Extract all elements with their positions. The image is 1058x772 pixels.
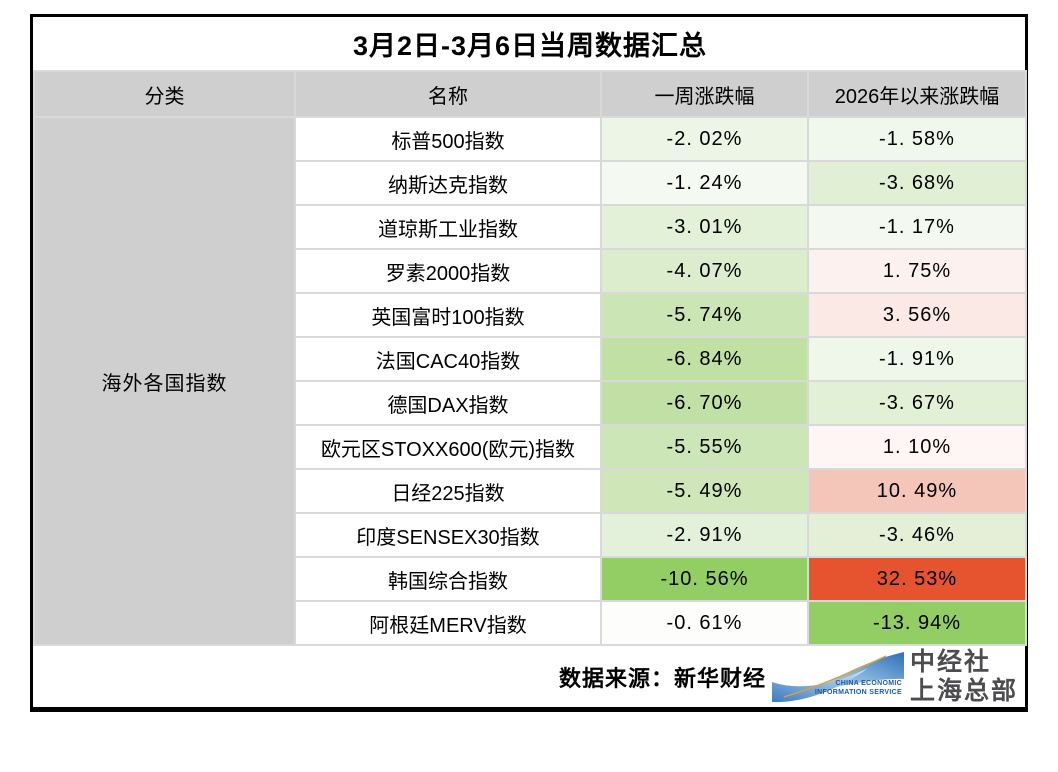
index-name: 道琼斯工业指数 [294,204,602,250]
table-row: 罗素2000指数 -4. 07% 1. 75% [34,248,1027,294]
table-row: 日经225指数 -5. 49% 10. 49% [34,468,1027,514]
weekly-data-table: 3月2日-3月6日当周数据汇总 分类 名称 一周涨跌幅 2026年以来涨跌幅 海… [33,17,1027,707]
table-title: 3月2日-3月6日当周数据汇总 [34,17,1026,72]
ytd-change-value: -3. 67% [807,380,1027,426]
ytd-change-value: -3. 68% [807,160,1027,206]
table-row: 法国CAC40指数 -6. 84% -1. 91% [34,336,1027,382]
week-change-value: -10. 56% [600,556,809,602]
logo-caption-line2: INFORMATION SERVICE [814,689,902,697]
week-change-value: -2. 91% [600,512,809,558]
table-footer: 数据来源：新华财经 [34,644,1026,707]
week-change-value: -1. 24% [600,160,809,206]
week-change-value: -6. 84% [600,336,809,382]
data-source-label: 数据来源：新华财经 [558,665,766,691]
footer-content: 数据来源：新华财经 [34,647,1026,707]
index-name: 阿根廷MERV指数 [294,600,602,646]
table-row: 韩国综合指数 -10. 56% 32. 53% [34,556,1027,602]
table-row: 德国DAX指数 -6. 70% -3. 67% [34,380,1027,426]
column-header-ytd-change: 2026年以来涨跌幅 [807,70,1027,118]
ytd-change-value: -3. 46% [807,512,1027,558]
week-change-value: -6. 70% [600,380,809,426]
index-name: 标普500指数 [294,116,602,162]
index-name: 德国DAX指数 [294,380,602,426]
logo-org-name: 中经社 上海总部 [910,648,1018,706]
index-name: 韩国综合指数 [294,556,602,602]
table-row: 欧元区STOXX600(欧元)指数 -5. 55% 1. 10% [34,424,1027,470]
table-row: 英国富时100指数 -5. 74% 3. 56% [34,292,1027,338]
index-name: 印度SENSEX30指数 [294,512,602,558]
week-change-value: -5. 49% [600,468,809,514]
logo-org-name-line2: 上海总部 [909,676,1018,705]
ytd-change-value: 32. 53% [807,556,1027,602]
logo-caption: CHINA ECONOMIC INFORMATION SERVICE [815,679,902,697]
week-change-value: -0. 61% [600,600,809,646]
logo-caption-line1: CHINA ECONOMIC [835,680,902,688]
table-row: 印度SENSEX30指数 -2. 91% -3. 46% [34,512,1027,558]
ytd-change-value: 1. 10% [807,424,1027,470]
table-row: 阿根廷MERV指数 -0. 61% -13. 94% [34,600,1027,646]
week-change-value: -3. 01% [600,204,809,250]
table-row: 海外各国指数 标普500指数 -2. 02% -1. 58% [33,116,1027,646]
index-name: 罗素2000指数 [294,248,602,294]
table-row: 道琼斯工业指数 -3. 01% -1. 17% [34,204,1027,250]
ytd-change-value: 1. 75% [807,248,1027,294]
ytd-change-value: -1. 17% [807,204,1027,250]
ytd-change-value: 10. 49% [807,468,1027,514]
table-row: 纳斯达克指数 -1. 24% -3. 68% [34,160,1027,206]
logo-org-name-line1: 中经社 [909,647,991,676]
index-name: 欧元区STOXX600(欧元)指数 [294,424,602,470]
category-cell: 海外各国指数 [33,116,296,646]
week-change-value: -5. 55% [600,424,809,470]
index-name: 纳斯达克指数 [294,160,602,206]
ytd-change-value: 3. 56% [807,292,1027,338]
week-change-value: -4. 07% [600,248,809,294]
week-change-value: -5. 74% [600,292,809,338]
summary-table-frame: 3月2日-3月6日当周数据汇总 分类 名称 一周涨跌幅 2026年以来涨跌幅 海… [30,14,1028,712]
week-change-value: -2. 02% [600,116,809,162]
ytd-change-value: -1. 91% [807,336,1027,382]
ytd-change-value: -13. 94% [807,600,1027,646]
index-name: 日经225指数 [294,468,602,514]
column-header-name: 名称 [294,70,602,118]
logo-swoosh-icon [771,651,904,702]
cnc-logo: CHINA ECONOMIC INFORMATION SERVICE [771,651,904,703]
index-name: 法国CAC40指数 [294,336,602,382]
index-name: 英国富时100指数 [294,292,602,338]
ytd-change-value: -1. 58% [807,116,1027,162]
column-header-category: 分类 [33,70,296,118]
column-header-week-change: 一周涨跌幅 [600,70,809,118]
